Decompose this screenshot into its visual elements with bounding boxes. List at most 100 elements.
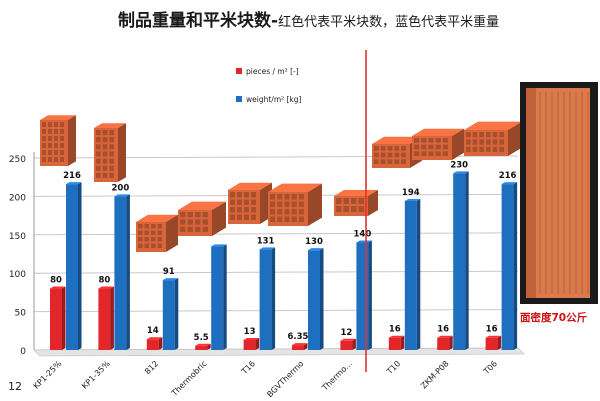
brick-t06-hole <box>466 146 471 152</box>
brick-kp1-25-hole <box>54 157 58 162</box>
bar-pieces-front <box>437 337 450 350</box>
brick-t16-hole <box>251 214 256 220</box>
brick-kp1-25 <box>40 115 76 166</box>
bar-weight-front <box>404 201 417 350</box>
brick-t06-hole <box>486 132 491 138</box>
brick-t06-hole <box>472 139 478 145</box>
brick-t16-hole <box>230 192 235 198</box>
brick-kp1-35-hole <box>109 158 114 164</box>
brick-zkmp08-hole <box>414 151 420 156</box>
brick-812-hole <box>144 237 149 242</box>
bar-pieces-front <box>98 288 111 350</box>
brick-t10-hole <box>401 159 406 164</box>
brick-bgvthermo-hole <box>284 194 290 200</box>
data-label-pieces: 13 <box>244 327 256 337</box>
bar-weight-top <box>356 240 372 243</box>
brick-kp1-25-hole <box>54 143 58 148</box>
x-tick-label: 812 <box>143 359 160 376</box>
brick-thermo-top <box>334 190 378 196</box>
legend-swatch <box>236 96 242 102</box>
brick-kp1-35-hole <box>96 165 101 171</box>
brick-t06-hole <box>492 139 498 145</box>
brick-812-hole <box>144 230 149 235</box>
bar-pieces-top <box>388 335 405 338</box>
brick-zkmp08-hole <box>442 151 448 156</box>
brick-t16-hole <box>244 199 249 205</box>
brick-812-hole <box>138 243 143 248</box>
brick-t06-hole <box>479 132 484 138</box>
brick-t06-hole <box>466 132 471 138</box>
brick-bgvthermo-hole <box>291 216 297 222</box>
data-label-weight: 216 <box>63 171 81 181</box>
bar-pieces-side <box>400 335 405 350</box>
bar-weight <box>211 244 227 350</box>
bar-pieces-top <box>98 286 114 289</box>
brick-kp1-35-hole <box>109 130 114 136</box>
brick-thermobric-hole <box>202 219 208 225</box>
bar-weight-top <box>404 199 421 202</box>
brick-t16-hole <box>244 192 249 198</box>
brick-kp1-25-hole <box>48 122 52 127</box>
brick-t06-hole <box>492 132 498 138</box>
brick-bgvthermo-hole <box>277 216 283 222</box>
y-tick-label: 50 <box>15 309 27 319</box>
brick-812-hole <box>151 230 156 235</box>
brick-bgvthermo-hole <box>298 216 304 222</box>
legend-label: pieces / m² [-] <box>246 67 299 76</box>
data-label-weight: 140 <box>354 229 372 239</box>
brick-812-side <box>166 214 178 252</box>
brick-t16-hole <box>230 199 235 205</box>
brick-t10-hole <box>374 146 379 151</box>
brick-kp1-35-hole <box>109 172 114 178</box>
brick-kp1-25-hole <box>48 143 52 148</box>
brick-kp1-25-hole <box>54 136 58 141</box>
brick-thermobric <box>178 201 226 236</box>
bar-weight-top <box>259 247 276 250</box>
brick-t16-hole <box>251 192 256 198</box>
data-label-weight: 131 <box>257 236 275 246</box>
brick-zkmp08-side <box>452 128 464 160</box>
brick-bgvthermo-hole <box>291 201 297 207</box>
brick-t06 <box>464 121 522 156</box>
brick-t16-hole <box>230 207 235 213</box>
brick-thermo-hole <box>358 206 364 212</box>
brick-kp1-35-hole <box>102 130 108 136</box>
brick-t10-top <box>372 136 422 144</box>
bar-weight-front <box>501 184 514 350</box>
y-tick-label: 250 <box>9 155 26 165</box>
brick-812-hole <box>144 243 149 248</box>
brick-bgvthermo-hole <box>270 194 276 200</box>
bar-weight-front <box>308 250 320 350</box>
brick-kp1-35-hole <box>109 144 114 150</box>
brick-t10-hole <box>374 159 379 164</box>
bar-weight-side <box>174 278 179 350</box>
brick-zkmp08-hole <box>428 144 434 150</box>
bar-pieces-front <box>195 345 208 350</box>
x-tick-label: T10 <box>384 359 402 377</box>
x-tick-label: T16 <box>239 359 257 377</box>
x-tick-label: ZKM-P08 <box>419 359 450 390</box>
brick-bgvthermo-side <box>308 183 322 226</box>
brick-kp1-35-hole <box>102 172 108 178</box>
brick-kp1-25-hole <box>48 129 52 134</box>
bar-weight-front <box>453 173 466 350</box>
brick-kp1-25-hole <box>54 129 58 134</box>
bar-pieces <box>292 343 308 350</box>
brick-kp1-25-hole <box>42 122 46 127</box>
brick-t06-hole <box>499 132 504 138</box>
brick-t10-hole <box>380 146 386 151</box>
brick-t10-hole <box>394 159 400 164</box>
bar-weight <box>453 171 469 350</box>
data-label-weight: 216 <box>499 171 517 181</box>
bar-weight-front <box>114 196 127 350</box>
brick-kp1-25-hole <box>60 143 64 148</box>
brick-t10-hole <box>380 152 386 158</box>
bar-weight-top <box>162 278 179 281</box>
bar-pieces-side <box>207 343 211 350</box>
brick-thermobric-hole <box>180 212 186 218</box>
bar-weight-top <box>501 182 518 185</box>
brick-zkmp08-hole <box>435 144 441 150</box>
brick-bgvthermo-hole <box>291 194 297 200</box>
brick-kp1-35-hole <box>109 151 114 157</box>
